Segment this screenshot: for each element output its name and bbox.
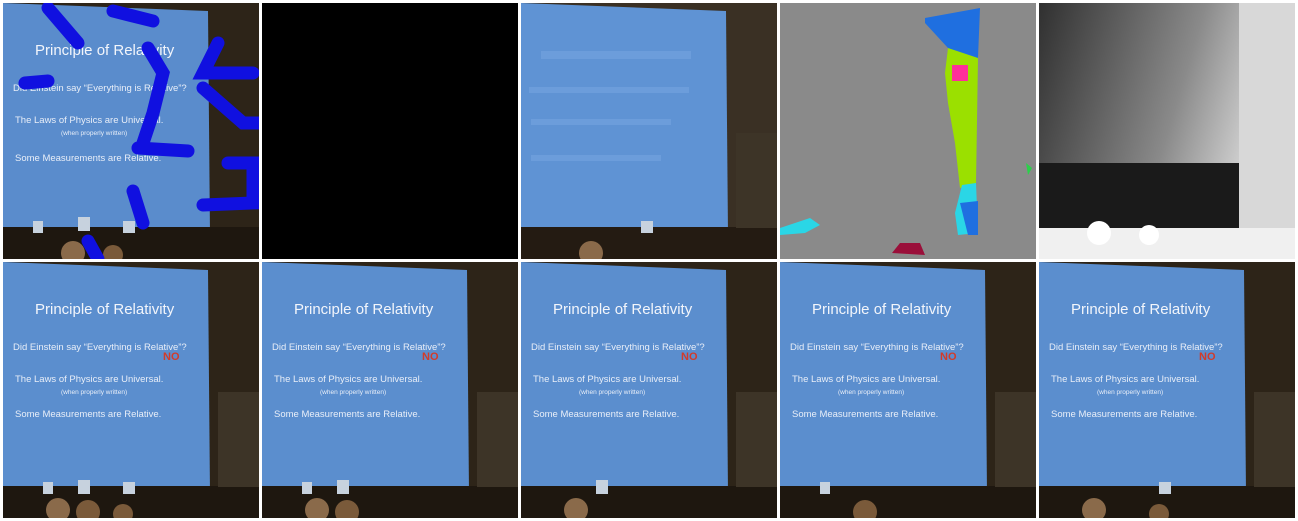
slide-bullet-1: Did Einstein say “Everything is Relative… xyxy=(1049,342,1223,353)
slide-bullet-3: Some Measurements are Relative. xyxy=(533,409,679,420)
slide-bullet-2: The Laws of Physics are Universal. xyxy=(15,115,163,126)
inpaint-mask-strokes xyxy=(18,3,259,259)
slide-bullet-1: Did Einstein say “Everything is Relative… xyxy=(790,342,964,353)
slide-bullet-1: Did Einstein say “Everything is Relative… xyxy=(13,83,187,94)
slide-subnote: (when properly written) xyxy=(61,130,127,137)
black-mask-panel xyxy=(262,3,518,259)
slide-title-text: Principle of Relativity xyxy=(1071,301,1211,318)
masked-input-panel: Principle of Relativity Did Einstein say… xyxy=(3,3,259,259)
slide-answer: NO xyxy=(681,351,698,363)
slide-title-text: Principle of Relativity xyxy=(35,42,175,59)
segmentation-panel xyxy=(780,3,1036,259)
slide-bullet-3: Some Measurements are Relative. xyxy=(274,409,420,420)
slide-title-text: Principle of Relativity xyxy=(812,301,952,318)
slide-bullet-2: The Laws of Physics are Universal. xyxy=(1051,374,1199,385)
slide-subnote: (when properly written) xyxy=(579,389,645,396)
slide-answer: NO xyxy=(940,351,957,363)
result-panel-3: Principle of Relativity Did Einstein say… xyxy=(521,262,777,518)
slide-bullet-1: Did Einstein say “Everything is Relative… xyxy=(531,342,705,353)
slide-bullet-3: Some Measurements are Relative. xyxy=(1051,409,1197,420)
slide-answer: NO xyxy=(422,351,439,363)
slide-answer: NO xyxy=(1199,351,1216,363)
result-panel-5: Principle of Relativity Did Einstein say… xyxy=(1039,262,1295,518)
slide-subnote: (when properly written) xyxy=(1097,389,1163,396)
slide-bullet-1: Did Einstein say “Everything is Relative… xyxy=(272,342,446,353)
slide-bullet-1: Did Einstein say “Everything is Relative… xyxy=(13,342,187,353)
slide-bullet-2: The Laws of Physics are Universal. xyxy=(274,374,422,385)
slide-answer: NO xyxy=(163,351,180,363)
slide-subnote: (when properly written) xyxy=(61,389,127,396)
depth-map-panel xyxy=(1039,3,1295,259)
slide-subnote: (when properly written) xyxy=(838,389,904,396)
slide-bullet-2: The Laws of Physics are Universal. xyxy=(792,374,940,385)
slide-bullet-2: The Laws of Physics are Universal. xyxy=(15,374,163,385)
slide-title-text: Principle of Relativity xyxy=(35,301,175,318)
slide-bullet-2: The Laws of Physics are Universal. xyxy=(533,374,681,385)
result-panel-4: Principle of Relativity Did Einstein say… xyxy=(780,262,1036,518)
slide-title-text: Principle of Relativity xyxy=(294,301,434,318)
slide-bullet-3: Some Measurements are Relative. xyxy=(15,153,161,164)
slide-title-text: Principle of Relativity xyxy=(553,301,693,318)
slide-bullet-3: Some Measurements are Relative. xyxy=(792,409,938,420)
blurred-fill-panel xyxy=(521,3,777,259)
slide-subnote: (when properly written) xyxy=(320,389,386,396)
slide-bullet-3: Some Measurements are Relative. xyxy=(15,409,161,420)
result-panel-2: Principle of Relativity Did Einstein say… xyxy=(262,262,518,518)
result-panel-1: Principle of Relativity Did Einstein say… xyxy=(3,262,259,518)
